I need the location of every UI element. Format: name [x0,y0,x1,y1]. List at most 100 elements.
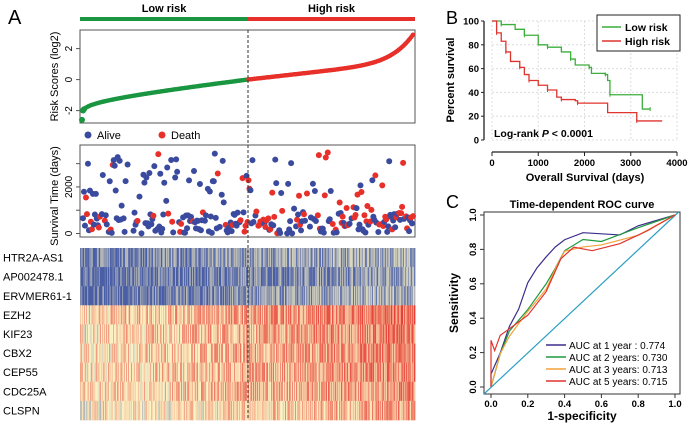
heatmap-cell [211,343,213,363]
heatmap-cell [330,248,332,268]
heatmap-cell [374,286,376,306]
heatmap-cell [306,267,308,287]
heatmap-cell [337,343,339,363]
heatmap-cell [130,324,132,344]
heatmap-cell [132,324,134,344]
legend-label: AUC at 2 years: 0.730 [569,353,668,364]
heatmap-cell [143,305,145,325]
heatmap-cell [82,400,84,421]
heatmap-cell [296,324,298,344]
heatmap-cell [412,248,414,268]
heatmap-cell [338,400,340,421]
death-point [399,203,406,210]
heatmap-cell [293,248,295,268]
heatmap-cell [155,286,157,306]
heatmap-cell [340,343,342,363]
x-tick-label: 2000 [574,158,595,169]
heatmap-cell [413,381,415,402]
heatmap-cell [351,248,353,268]
heatmap-cell [363,400,365,421]
heatmap-cell [264,286,266,306]
heatmap-cell [366,400,368,421]
heatmap-cell [337,324,339,344]
heatmap-cell [299,267,301,287]
heatmap-cell [141,324,143,344]
heatmap-cell [246,267,248,287]
heatmap-cell [299,286,301,306]
heatmap-cell [211,248,213,268]
heatmap-cell [146,305,148,325]
alive-point [277,230,284,237]
heatmap-cell [251,324,253,344]
heatmap-cell [342,381,344,402]
heatmap-cell [178,381,180,402]
heatmap-cell [404,381,406,402]
heatmap-cell [364,267,366,287]
alive-point [249,157,256,164]
heatmap-cell [347,400,349,421]
heatmap-cell [315,362,317,383]
heatmap-cell [320,267,322,287]
heatmap-cell [114,305,116,325]
heatmap-cell [301,267,303,287]
heatmap-cell [391,362,393,383]
heatmap-cell [359,248,361,268]
heatmap-cell [176,267,178,287]
heatmap-cell [375,343,377,363]
heatmap-cell [242,324,244,344]
heatmap-cell [248,267,250,287]
heatmap-cell [227,305,229,325]
heatmap-cell [181,248,183,268]
heatmap-cell [143,343,145,363]
alive-point [220,199,227,206]
heatmap-cell [230,267,232,287]
alive-point [197,227,204,234]
heatmap-cell [105,267,107,287]
heatmap-cell [261,305,263,325]
heatmap-cell [88,343,90,363]
heatmap-cell [130,362,132,383]
heatmap-cell [96,286,98,306]
heatmap-cell [350,362,352,383]
alive-point [219,157,226,164]
heatmap-cell [327,267,329,287]
y-tick-label: 0 [474,136,479,147]
heatmap-cell [116,381,118,402]
y-tick-label: 0.2 [468,346,479,359]
heatmap-cell [411,286,413,306]
heatmap-cell [195,381,197,402]
heatmap-cell [409,400,411,421]
heatmap-cell [332,343,334,363]
heatmap-cell [378,286,380,306]
heatmap-cell [191,286,193,306]
heatmap-cell [270,362,272,383]
alive-point [326,216,333,223]
heatmap-cell [93,400,95,421]
heatmap-cell [405,381,407,402]
heatmap-cell [142,305,144,325]
heatmap-cell [368,305,370,325]
heatmap-cell [159,286,161,306]
heatmap-cell [371,343,373,363]
heatmap-cell [141,381,143,402]
heatmap-cell [176,324,178,344]
heatmap-cell [357,248,359,268]
heatmap-cell [134,267,136,287]
heatmap-cell [379,267,381,287]
heatmap-cell [334,343,336,363]
alive-point [228,228,235,235]
heatmap-cell [402,400,404,421]
heatmap-cell [269,381,271,402]
heatmap-cell [342,400,344,421]
heatmap-cell [213,343,215,363]
heatmap-cell [255,343,257,363]
heatmap-cell [268,362,270,383]
heatmap-cell [195,362,197,383]
alive-point [320,229,327,236]
heatmap-cell [287,324,289,344]
heatmap-cell [304,400,306,421]
heatmap-cell [190,267,192,287]
heatmap-cell [216,267,218,287]
heatmap-cell [408,343,410,363]
heatmap-cell [130,343,132,363]
